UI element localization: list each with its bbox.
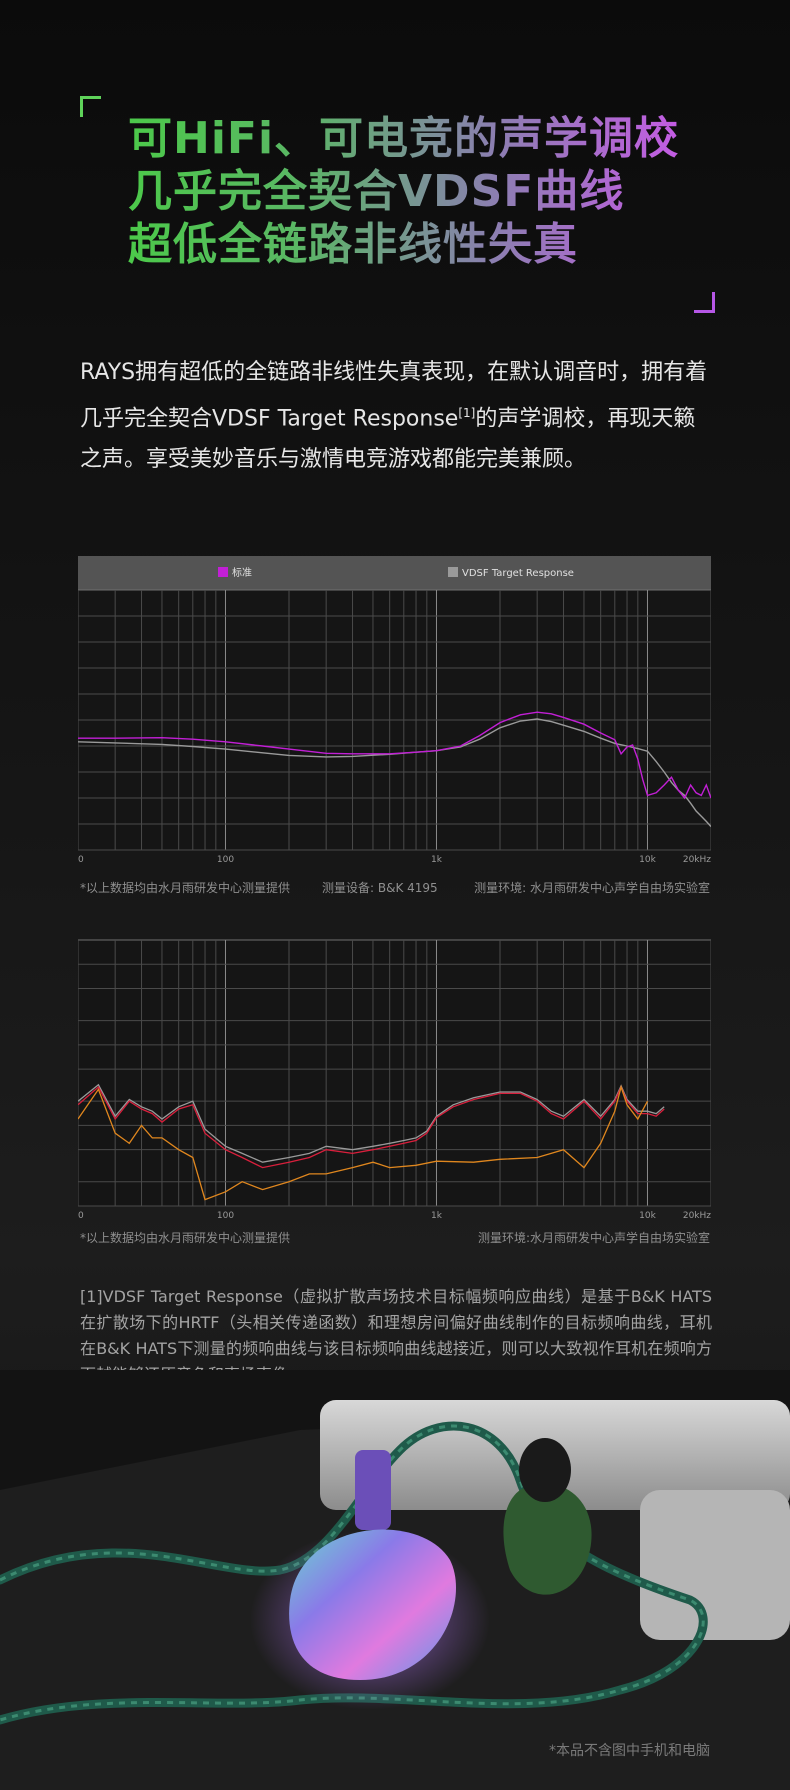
x-tick-label: 20	[78, 855, 84, 865]
corner-bracket-bottom-right	[694, 292, 715, 313]
series-line	[77, 1085, 665, 1169]
x-tick-label: 1k	[431, 1211, 443, 1221]
laptop-corner	[640, 1490, 790, 1640]
thd-svg: %10.50.20.10.050.020.010.0050.0020.00120…	[46, 939, 712, 1221]
series-line	[78, 711, 712, 800]
x-tick-label: 100	[217, 855, 234, 865]
intro-text-1: RAYS拥有超低的全链路非线性失真表现，在默认调音时，拥有着几乎完全契合VDSF…	[80, 360, 708, 432]
disclaimer: *本品不含图中手机和电脑	[549, 1743, 710, 1759]
thd-environment-note: 测量环境:水月雨研发中心声学自由场实验室	[477, 1231, 710, 1245]
product-photo	[0, 1370, 790, 1790]
earphone-shell	[289, 1529, 456, 1680]
x-tick-label: 20kHz	[683, 855, 711, 865]
x-tick-label: 20kHz	[683, 1211, 711, 1221]
series-line	[77, 1083, 665, 1163]
legend-swatch	[218, 567, 228, 577]
headline: 可HiFi、可电竞的声学调校 几乎完全契合VDSF曲线 超低全链路非线性失真	[128, 112, 688, 271]
headline-line-2: 几乎完全契合VDSF曲线	[128, 165, 688, 218]
legend-bar	[78, 556, 711, 590]
legend-swatch	[448, 567, 458, 577]
fr-source-note: *以上数据均由水月雨研发中心测量提供	[80, 881, 291, 895]
second-earphone	[503, 1483, 592, 1595]
headline-line-1: 可HiFi、可电竞的声学调校	[128, 112, 688, 165]
x-tick-label: 100	[217, 1211, 234, 1221]
fr-device-note: 测量设备: B&K 4195	[322, 881, 438, 895]
fr-environment-note: 测量环境: 水月雨研发中心声学自由场实验室	[474, 881, 710, 895]
ear-tip	[519, 1438, 571, 1502]
thd-chart: %10.50.20.10.050.020.010.0050.0020.00120…	[46, 936, 712, 1226]
plot-area	[77, 939, 712, 1207]
intro-text-2: 的声学调校，再现天籁之声。享受美妙音乐与激情电竞游戏都能完美兼顾。	[80, 406, 696, 473]
x-tick-label: 10k	[639, 855, 656, 865]
earphone-connector	[355, 1450, 391, 1530]
series-line	[77, 1084, 649, 1201]
x-tick-label: 1k	[431, 855, 443, 865]
legend-label: VDSF Target Response	[462, 568, 574, 579]
footnote-marker: [1]	[458, 406, 476, 420]
headline-line-3: 超低全链路非线性失真	[128, 218, 688, 271]
intro-paragraph: RAYS拥有超低的全链路非线性失真表现，在默认调音时，拥有着几乎完全契合VDSF…	[80, 352, 712, 480]
x-tick-label: 20	[78, 1211, 84, 1221]
x-tick-label: 10k	[639, 1211, 656, 1221]
legend-label: 标准	[232, 567, 252, 579]
thd-source-note: *以上数据均由水月雨研发中心测量提供	[80, 1231, 291, 1245]
corner-bracket-top-left	[80, 96, 101, 117]
